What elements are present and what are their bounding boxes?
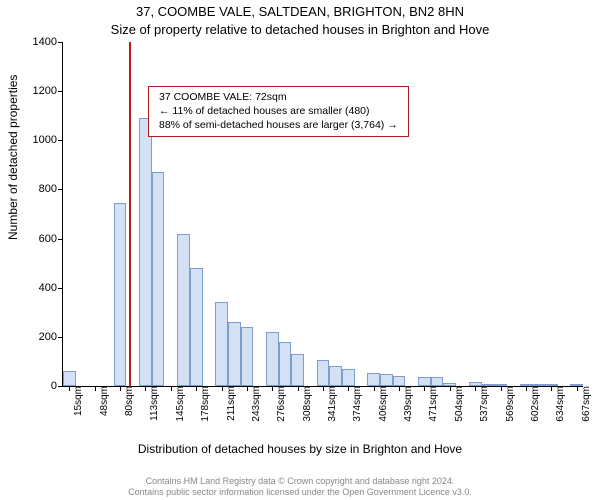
legend-line-3: 88% of semi-detached houses are larger (… [159,118,398,132]
y-tick-label: 1200 [19,86,63,97]
histogram-bar [241,327,254,386]
x-tick-mark [69,386,70,391]
x-tick-mark [171,386,172,391]
x-tick-label: 406sqm [377,386,389,431]
histogram-bar [279,342,292,386]
x-tick-label: 667sqm [580,386,592,431]
chart-title: 37, COOMBE VALE, SALTDEAN, BRIGHTON, BN2… [0,4,600,20]
x-tick-label: 80sqm [123,386,135,431]
histogram-bar [139,118,152,386]
y-tick-mark [58,189,63,190]
histogram-bar [177,234,190,386]
x-tick-label: 15sqm [72,386,84,431]
histogram-bar [266,332,279,386]
y-tick-label: 600 [19,234,63,245]
x-tick-mark [348,386,349,391]
y-axis-label: Number of detached properties [6,75,20,240]
x-tick-mark [424,386,425,391]
x-tick-label: 341sqm [326,386,338,431]
x-tick-label: 211sqm [225,386,237,431]
histogram-bar [393,376,406,386]
y-tick-label: 1400 [19,37,63,48]
histogram-bar [431,377,444,386]
x-tick-label: 504sqm [453,386,465,431]
x-tick-mark [501,386,502,391]
histogram-bar [367,373,380,387]
y-tick-mark [58,42,63,43]
x-axis-label: Distribution of detached houses by size … [0,442,600,456]
x-tick-label: 634sqm [554,386,566,431]
x-tick-label: 374sqm [351,386,363,431]
histogram-bar [152,172,165,386]
chart-subtitle: Size of property relative to detached ho… [0,22,600,37]
x-tick-mark [475,386,476,391]
x-tick-mark [577,386,578,391]
x-tick-mark [323,386,324,391]
x-tick-mark [272,386,273,391]
x-tick-mark [374,386,375,391]
footer-line-2: Contains public sector information licen… [0,487,600,498]
x-tick-label: 308sqm [301,386,313,431]
x-tick-label: 276sqm [275,386,287,431]
histogram-bar [418,377,431,386]
histogram-bar [215,302,228,386]
footer-line-1: Contains HM Land Registry data © Crown c… [0,476,600,487]
legend-box: 37 COOMBE VALE: 72sqm ← 11% of detached … [148,86,409,137]
y-tick-label: 800 [19,184,63,195]
x-tick-label: 537sqm [478,386,490,431]
y-tick-mark [58,386,63,387]
histogram-bar [380,374,393,386]
x-tick-mark [120,386,121,391]
x-tick-mark [196,386,197,391]
histogram-bar [190,268,203,386]
y-tick-label: 1000 [19,135,63,146]
x-tick-label: 439sqm [402,386,414,431]
y-tick-mark [58,239,63,240]
y-tick-mark [58,91,63,92]
x-tick-mark [222,386,223,391]
x-tick-mark [95,386,96,391]
x-tick-mark [247,386,248,391]
x-tick-label: 48sqm [98,386,110,431]
histogram-bar [291,354,304,386]
x-tick-mark [145,386,146,391]
footer-text: Contains HM Land Registry data © Crown c… [0,476,600,499]
x-tick-mark [450,386,451,391]
y-tick-mark [58,288,63,289]
x-tick-label: 145sqm [174,386,186,431]
histogram-bar [329,366,342,386]
histogram-bar [317,360,330,386]
x-tick-mark [551,386,552,391]
histogram-bar [342,369,355,386]
x-tick-label: 113sqm [148,386,160,431]
y-tick-label: 200 [19,332,63,343]
y-tick-mark [58,140,63,141]
y-tick-label: 400 [19,283,63,294]
x-tick-label: 178sqm [199,386,211,431]
property-marker-line [129,42,131,387]
plot-area: 0200400600800100012001400 15sqm48sqm80sq… [62,42,583,387]
x-tick-label: 243sqm [250,386,262,431]
y-tick-mark [58,337,63,338]
y-tick-label: 0 [19,381,63,392]
x-tick-mark [399,386,400,391]
legend-line-1: 37 COOMBE VALE: 72sqm [159,90,398,104]
x-tick-label: 602sqm [529,386,541,431]
x-tick-mark [526,386,527,391]
histogram-bar [228,322,241,386]
x-tick-label: 471sqm [427,386,439,431]
x-tick-label: 569sqm [504,386,516,431]
histogram-bar [114,203,127,386]
x-tick-mark [298,386,299,391]
legend-line-2: ← 11% of detached houses are smaller (48… [159,104,398,118]
histogram-bar [63,371,76,386]
